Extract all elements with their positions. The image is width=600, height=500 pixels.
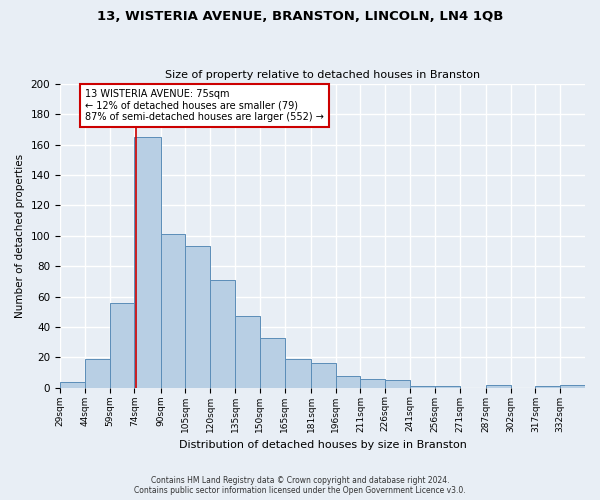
Bar [336,376,361,388]
Bar [311,364,336,388]
Bar [85,359,110,388]
Text: 13 WISTERIA AVENUE: 75sqm
← 12% of detached houses are smaller (79)
87% of semi-: 13 WISTERIA AVENUE: 75sqm ← 12% of detac… [85,88,323,122]
Bar [385,380,410,388]
Title: Size of property relative to detached houses in Branston: Size of property relative to detached ho… [165,70,480,81]
Bar [110,302,134,388]
Bar [134,137,161,388]
Y-axis label: Number of detached properties: Number of detached properties [15,154,25,318]
Bar [260,338,284,388]
Bar [161,234,185,388]
Bar [435,386,460,388]
X-axis label: Distribution of detached houses by size in Branston: Distribution of detached houses by size … [179,440,466,450]
Bar [535,386,560,388]
Bar [361,378,385,388]
Bar [410,386,435,388]
Bar [60,382,85,388]
Bar [235,316,260,388]
Bar [210,280,235,388]
Bar [284,359,311,388]
Text: Contains HM Land Registry data © Crown copyright and database right 2024.
Contai: Contains HM Land Registry data © Crown c… [134,476,466,495]
Bar [560,384,585,388]
Text: 13, WISTERIA AVENUE, BRANSTON, LINCOLN, LN4 1QB: 13, WISTERIA AVENUE, BRANSTON, LINCOLN, … [97,10,503,23]
Bar [185,246,210,388]
Bar [486,384,511,388]
